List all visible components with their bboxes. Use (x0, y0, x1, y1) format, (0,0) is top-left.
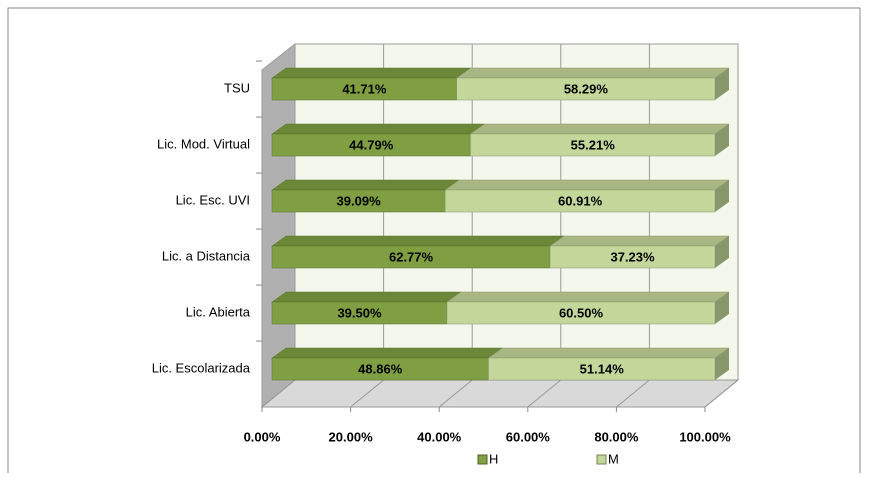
y-tick-label: TSU (224, 80, 250, 95)
bar-top (455, 67, 730, 79)
bar (488, 357, 716, 381)
y-tick-label: Lic. Esc. UVI (176, 192, 250, 207)
x-tick-label: 80.00% (594, 429, 639, 444)
legend-label: H (489, 451, 498, 466)
data-label: 58.29% (564, 81, 609, 96)
x-tick-label: 60.00% (506, 429, 551, 444)
bar-top (487, 347, 730, 359)
bar-side (715, 124, 729, 156)
bar-side (715, 292, 729, 324)
bar-side (715, 236, 729, 268)
bar-side (715, 348, 729, 380)
bar (446, 301, 716, 325)
bar-top (271, 291, 462, 303)
bar (456, 77, 716, 101)
data-label: 41.71% (342, 81, 387, 96)
data-label: 62.77% (389, 249, 434, 264)
x-tick-label: 40.00% (417, 429, 462, 444)
floor (260, 379, 740, 408)
bar-top (271, 179, 460, 191)
data-label: 51.14% (580, 361, 625, 376)
legend-swatch (596, 454, 607, 465)
bar-side (715, 68, 729, 100)
bar-top (271, 235, 565, 247)
data-label: 44.79% (349, 137, 394, 152)
grid-line (527, 379, 562, 408)
y-tick-label: Lic. Abierta (186, 304, 251, 319)
x-tick-label: 100.00% (679, 429, 731, 444)
data-label: 48.86% (358, 361, 403, 376)
bar-top (469, 123, 730, 135)
grid-line (704, 379, 739, 408)
bar-top (271, 347, 504, 359)
x-tick-label: 0.00% (244, 429, 281, 444)
legend-swatch (477, 454, 488, 465)
y-tick-label: Lic. Mod. Virtual (157, 136, 250, 151)
grid-line (616, 379, 650, 408)
bar-top (549, 235, 730, 247)
bar-top (271, 123, 486, 135)
x-tick-label: 20.00% (329, 429, 374, 444)
data-label: 39.09% (337, 193, 382, 208)
data-label: 55.21% (571, 137, 616, 152)
bar (549, 245, 716, 269)
y-tick-label: Lic. a Distancia (162, 248, 251, 263)
bar (444, 189, 716, 213)
bar-top (446, 291, 730, 303)
grid-line (261, 379, 296, 408)
bar (470, 133, 716, 157)
bar-side (715, 180, 729, 212)
grid-line (438, 379, 473, 408)
bar-top (444, 179, 730, 191)
bar-top (271, 67, 472, 79)
data-label: 60.50% (559, 305, 604, 320)
data-label: 39.50% (337, 305, 382, 320)
grid-line (350, 379, 384, 408)
y-tick-label: Lic. Escolarizada (152, 360, 251, 375)
legend-label: M (608, 451, 619, 466)
data-label: 60.91% (558, 193, 603, 208)
data-label: 37.23% (610, 249, 655, 264)
